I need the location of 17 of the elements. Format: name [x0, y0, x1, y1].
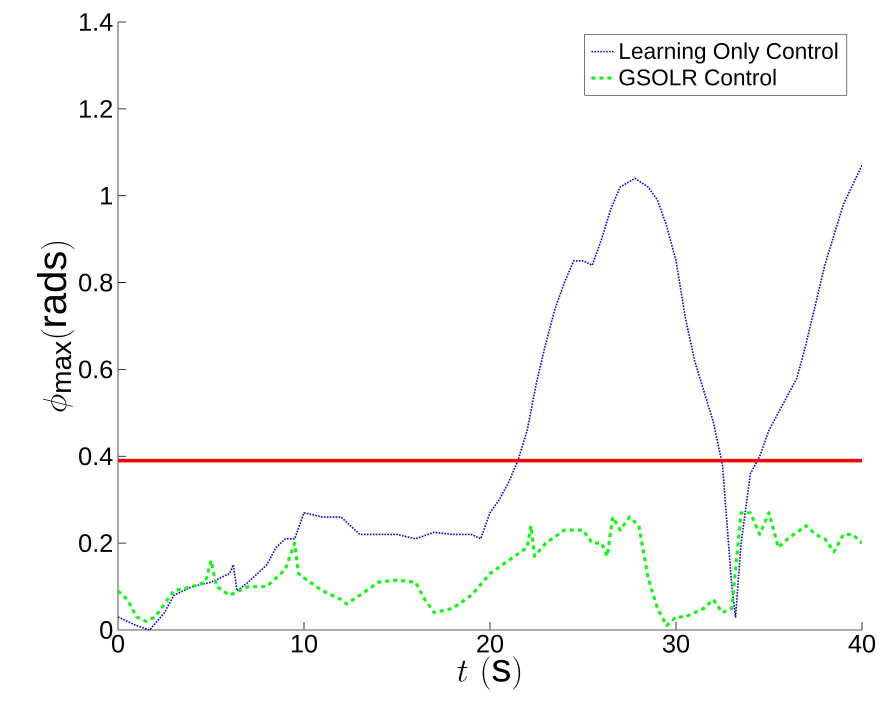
y-tick-label: 1.4 — [80, 13, 113, 31]
x-tick-label: 10 — [292, 634, 318, 653]
legend-label: Learning Only Control — [620, 42, 838, 64]
y-tick-label: 0 — [100, 621, 112, 639]
y-tick-label: 0.4 — [79, 447, 113, 466]
x-tick-label: 30 — [662, 634, 690, 653]
x-tick-label: 20 — [477, 634, 504, 653]
x-tick-label: 0 — [112, 634, 124, 653]
y-tick-label: 0.6 — [79, 360, 112, 378]
y-tick-label: 1 — [101, 186, 112, 204]
y-axis-title: $\phi_{\max}(\mathrm{rads})$ — [37, 242, 74, 412]
x-axis-title: $t\ (\mathrm{s})$ — [458, 656, 520, 690]
y-tick-label: 1.2 — [80, 100, 112, 118]
y-tick-label: 0.8 — [79, 274, 112, 292]
y-tick-label: 0.2 — [79, 534, 112, 552]
legend-label: GSOLR Control — [620, 68, 776, 86]
x-tick-label: 40 — [848, 634, 876, 653]
